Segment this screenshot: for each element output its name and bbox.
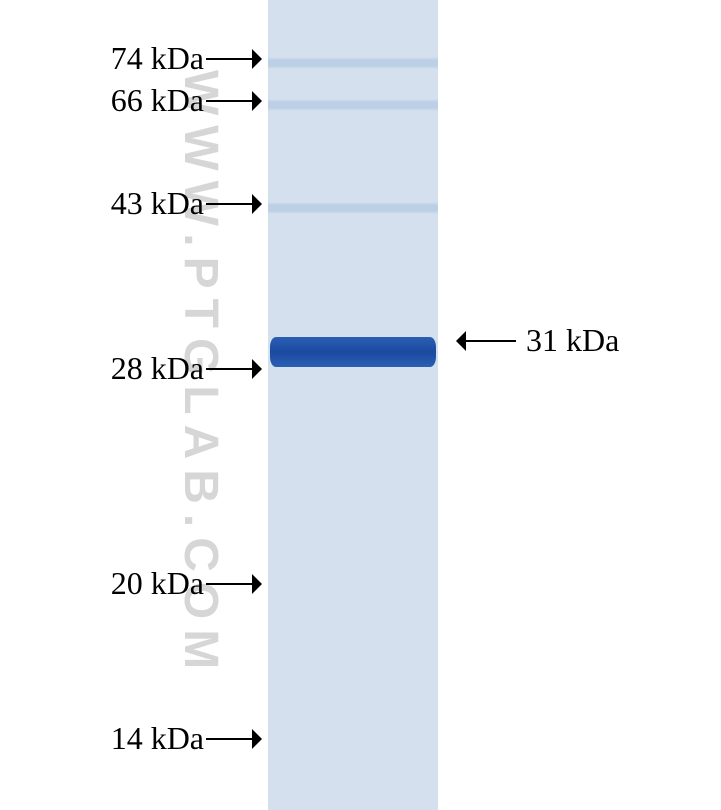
arrow-right-icon bbox=[206, 49, 262, 69]
arrow-right-icon bbox=[206, 194, 262, 214]
ladder-text-3: 28 kDa bbox=[111, 350, 204, 387]
ladder-text-1: 66 kDa bbox=[111, 82, 204, 119]
arrow-right-icon bbox=[206, 359, 262, 379]
protein-band bbox=[270, 337, 436, 367]
ladder-label-0: 74 kDa bbox=[0, 40, 262, 77]
arrow-left-icon bbox=[456, 331, 516, 351]
target-band-text: 31 kDa bbox=[526, 322, 619, 359]
ladder-text-0: 74 kDa bbox=[111, 40, 204, 77]
arrow-right-icon bbox=[206, 91, 262, 111]
gel-lane bbox=[268, 0, 438, 810]
arrow-right-icon bbox=[206, 574, 262, 594]
ladder-label-2: 43 kDa bbox=[0, 185, 262, 222]
target-band-label: 31 kDa bbox=[456, 322, 619, 359]
ladder-label-1: 66 kDa bbox=[0, 82, 262, 119]
ladder-text-5: 14 kDa bbox=[111, 720, 204, 757]
ladder-label-3: 28 kDa bbox=[0, 350, 262, 387]
ladder-label-5: 14 kDa bbox=[0, 720, 262, 757]
ladder-text-4: 20 kDa bbox=[111, 565, 204, 602]
ladder-label-4: 20 kDa bbox=[0, 565, 262, 602]
arrow-right-icon bbox=[206, 729, 262, 749]
ladder-text-2: 43 kDa bbox=[111, 185, 204, 222]
